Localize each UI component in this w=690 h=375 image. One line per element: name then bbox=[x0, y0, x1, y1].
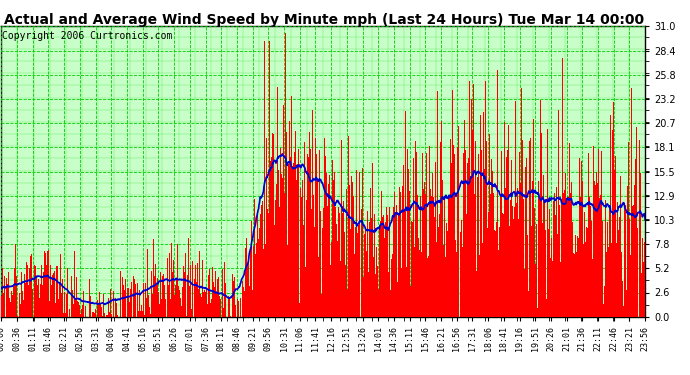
Text: Copyright 2006 Curtronics.com: Copyright 2006 Curtronics.com bbox=[2, 31, 172, 40]
Text: Actual and Average Wind Speed by Minute mph (Last 24 Hours) Tue Mar 14 00:00: Actual and Average Wind Speed by Minute … bbox=[4, 13, 644, 27]
